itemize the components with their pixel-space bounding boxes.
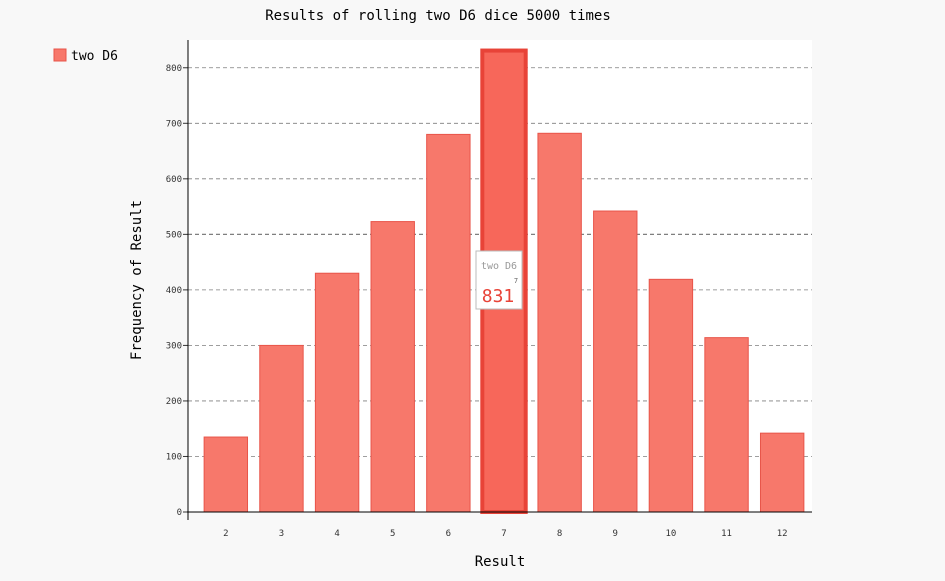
y-tick-label: 0: [177, 508, 182, 518]
y-tick-label: 300: [166, 341, 182, 351]
bar-4: [314, 272, 360, 513]
bar-11: [704, 337, 749, 513]
tooltip-box: [475, 250, 523, 310]
legend[interactable]: two D6: [53, 48, 118, 64]
bar-5: [370, 221, 415, 513]
tooltip-series-label: two D6: [481, 261, 517, 272]
y-tick-label: 500: [166, 230, 182, 240]
y-tick-labels: 0 100 200 300 400 500 600 700 800: [166, 64, 182, 518]
y-tick-label: 400: [166, 286, 182, 296]
x-axis-title: Result: [475, 554, 526, 570]
bar-10: [648, 278, 694, 513]
bar-12: [759, 432, 805, 513]
bar-2: [203, 436, 249, 513]
y-tick-label: 800: [166, 64, 182, 74]
y-tick-label: 200: [166, 397, 182, 407]
x-tick-labels: 2 3 4 5 6 7 8 9 10 11 12: [223, 529, 787, 539]
x-tick-label: 4: [334, 529, 339, 539]
x-tick-label: 5: [390, 529, 395, 539]
tooltip: two D6 7 831: [475, 250, 523, 310]
chart-title: Results of rolling two D6 dice 5000 time…: [265, 8, 611, 24]
x-tick-label: 8: [557, 529, 562, 539]
y-tick-label: 600: [166, 175, 182, 185]
y-tick-label: 700: [166, 119, 182, 129]
x-tick-label: 10: [665, 529, 676, 539]
legend-swatch: [53, 48, 67, 62]
bars: [203, 48, 805, 514]
tooltip-x-label: 7: [514, 277, 518, 285]
x-tick-label: 7: [501, 529, 506, 539]
axes: [187, 40, 812, 520]
x-tick-label: 6: [446, 529, 451, 539]
bar-6: [426, 133, 471, 513]
legend-label: two D6: [71, 49, 118, 64]
x-tick-label: 3: [279, 529, 284, 539]
y-tick-label: 100: [166, 452, 182, 462]
y-axis-title: Frequency of Result: [129, 200, 145, 360]
tooltip-value: 831: [482, 286, 515, 307]
x-tick-label: 2: [223, 529, 228, 539]
x-tick-label: 11: [721, 529, 732, 539]
bar-8: [537, 132, 582, 513]
x-tick-label: 12: [777, 529, 788, 539]
x-tick-label: 9: [613, 529, 618, 539]
bar-3: [259, 344, 304, 513]
bar-9: [593, 210, 638, 513]
